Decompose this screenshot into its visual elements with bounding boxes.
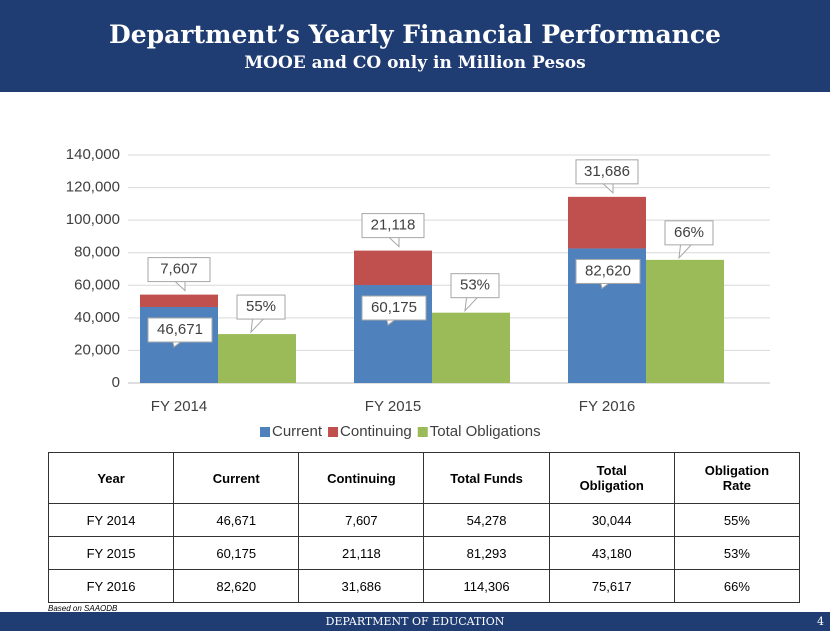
callout: 21,118 <box>361 213 425 248</box>
callout: 46,671 <box>147 317 213 348</box>
y-tick-label: 60,000 <box>74 276 120 293</box>
data-label: 53% <box>460 277 490 294</box>
bar <box>568 196 646 249</box>
column-header: Obligation Rate <box>673 452 801 504</box>
footer: DEPARTMENT OF EDUCATION 4 <box>0 612 830 631</box>
table-cell: 21,118 <box>298 536 425 570</box>
data-label: 46,671 <box>157 321 203 338</box>
callout: 60,175 <box>361 295 427 326</box>
y-tick-label: 80,000 <box>74 244 120 261</box>
table-cell: 81,293 <box>423 536 550 570</box>
callout: 66% <box>664 220 714 260</box>
table-cell: 46,671 <box>173 503 300 537</box>
table-cell: 75,617 <box>548 569 675 603</box>
data-label: 82,620 <box>585 262 631 279</box>
table-row: FY 2016 82,620 31,686 114,306 75,617 66% <box>47 569 801 603</box>
table-cell: 31,686 <box>298 569 425 603</box>
legend-swatch <box>328 427 339 437</box>
legend-label: Continuing <box>340 423 412 440</box>
y-tick-label: 140,000 <box>66 146 120 163</box>
header-text: Continuing <box>327 470 396 486</box>
callout-cover <box>386 231 398 237</box>
data-label: 31,686 <box>584 163 630 180</box>
callout-cover <box>468 291 480 297</box>
y-tick-label: 20,000 <box>74 341 120 358</box>
header-text: Current <box>212 470 260 486</box>
y-tick-label: 100,000 <box>66 211 120 228</box>
table-cell: 114,306 <box>423 569 550 603</box>
callout: 82,620 <box>575 258 641 290</box>
column-header: Current <box>173 452 300 504</box>
legend-swatch <box>260 427 270 437</box>
table-cell: 53% <box>673 536 801 570</box>
table-cell: FY 2016 <box>47 569 175 603</box>
column-header: Continuing <box>298 452 425 504</box>
header-text: Total Funds <box>450 470 523 486</box>
x-tick-label: FY 2016 <box>579 398 635 415</box>
callout: 55% <box>236 294 286 334</box>
y-tick-label: 0 <box>112 374 120 391</box>
header-text: Obligation Rate <box>704 463 770 493</box>
table-row: FY 2014 46,671 7,607 54,278 30,044 55% <box>47 503 801 537</box>
callout-cover <box>601 277 613 283</box>
bar <box>432 312 510 383</box>
legend-label: Current <box>272 423 323 440</box>
y-tick-label: 40,000 <box>74 309 120 326</box>
data-label: 66% <box>674 224 704 241</box>
table-cell: 54,278 <box>423 503 550 537</box>
callout-cover <box>172 275 184 281</box>
table-cell: FY 2015 <box>47 536 175 570</box>
bar <box>218 334 296 383</box>
title: Department’s Yearly Financial Performanc… <box>109 20 721 49</box>
callout: 53% <box>450 273 500 313</box>
x-tick-label: FY 2014 <box>151 398 207 415</box>
legend-label: Total Obligations <box>430 423 541 440</box>
x-tick-label: FY 2015 <box>365 398 421 415</box>
table-cell: 7,607 <box>298 503 425 537</box>
callout-cover <box>387 314 399 320</box>
callout-cover <box>173 335 185 341</box>
bar <box>354 250 432 286</box>
table-cell: 66% <box>673 569 801 603</box>
callout: 7,607 <box>147 257 211 292</box>
header-text: Total Obligation <box>579 463 644 493</box>
subtitle: MOOE and CO only in Million Pesos <box>244 53 586 73</box>
data-label: 7,607 <box>160 261 198 278</box>
table-cell: 60,175 <box>173 536 300 570</box>
column-header: Year <box>47 452 175 504</box>
table-cell: 82,620 <box>173 569 300 603</box>
footnote: Based on SAAODB <box>48 604 118 613</box>
page-number: 4 <box>817 615 824 628</box>
legend-swatch <box>417 427 428 437</box>
bar <box>140 294 218 307</box>
bar <box>646 259 724 383</box>
callout-cover <box>600 177 612 183</box>
data-table: Year Current Continuing Total Funds Total Ob… <box>47 452 801 603</box>
data-label: 60,175 <box>371 299 417 316</box>
column-header: Total Funds <box>423 452 550 504</box>
y-tick-label: 120,000 <box>66 179 120 196</box>
column-header: Total Obligation <box>548 452 675 504</box>
data-label: 21,118 <box>371 217 416 234</box>
table-cell: 30,044 <box>548 503 675 537</box>
header: Department’s Yearly Financial Performanc… <box>0 0 830 92</box>
callout: 31,686 <box>575 159 639 194</box>
table-row: FY 2015 60,175 21,118 81,293 43,180 53% <box>47 536 801 570</box>
header-text: Year <box>97 470 125 486</box>
org: DEPARTMENT OF EDUCATION <box>325 615 505 628</box>
table-cell: 43,180 <box>548 536 675 570</box>
callout-cover <box>682 238 694 244</box>
table-cell: 55% <box>673 503 801 537</box>
callout-cover <box>254 313 266 319</box>
table-cell: FY 2014 <box>47 503 175 537</box>
data-label: 55% <box>246 298 276 315</box>
chart: 0 20,000 40,000 60,000 80,000 100,000 120,000 1… <box>66 146 770 440</box>
